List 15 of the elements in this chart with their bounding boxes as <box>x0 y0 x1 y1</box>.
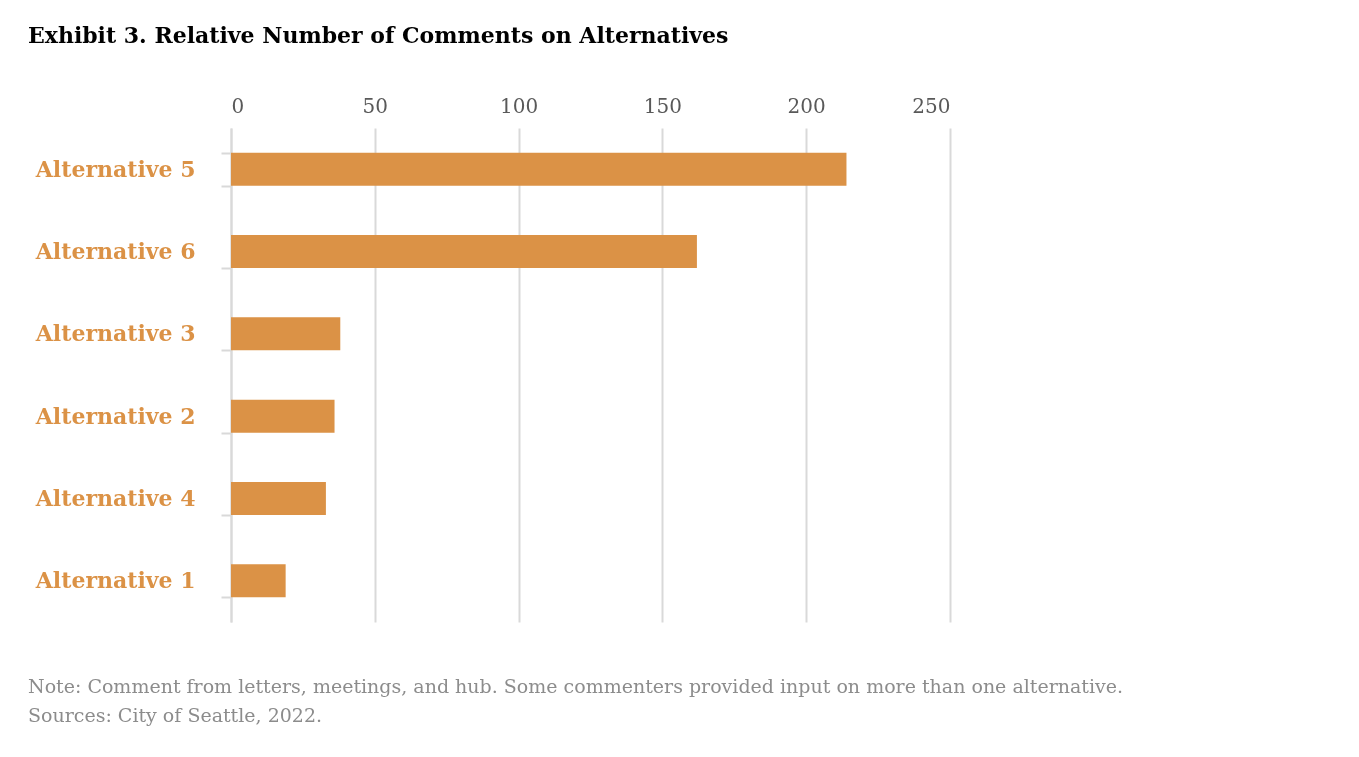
x-tick-label: 200 <box>787 93 826 118</box>
y-tick-label: Alternative 6 <box>34 238 196 264</box>
y-tick-label: Alternative 4 <box>34 485 196 511</box>
y-tick-label: Alternative 2 <box>34 402 196 429</box>
x-tick-label: 250 <box>912 93 951 118</box>
chart-title: Exhibit 3. Relative Number of Comments on Alternatives <box>28 22 729 48</box>
x-tick-label: 150 <box>643 93 682 118</box>
x-tick-label: 0 <box>231 93 245 118</box>
text: Note: Comment from letters, meetings, and hub. Some commenters provided input on more than one alternative. <box>28 675 1124 697</box>
x-tick-label: 100 <box>500 93 539 118</box>
y-tick-label: Alternative 5 <box>34 155 196 182</box>
y-tick-label: Alternative 3 <box>34 320 196 347</box>
y-tick-label: Alternative 1 <box>34 567 196 594</box>
source-note: Sources: City of Seattle, 2022. <box>28 704 323 726</box>
x-tick-label: 50 <box>362 93 389 118</box>
